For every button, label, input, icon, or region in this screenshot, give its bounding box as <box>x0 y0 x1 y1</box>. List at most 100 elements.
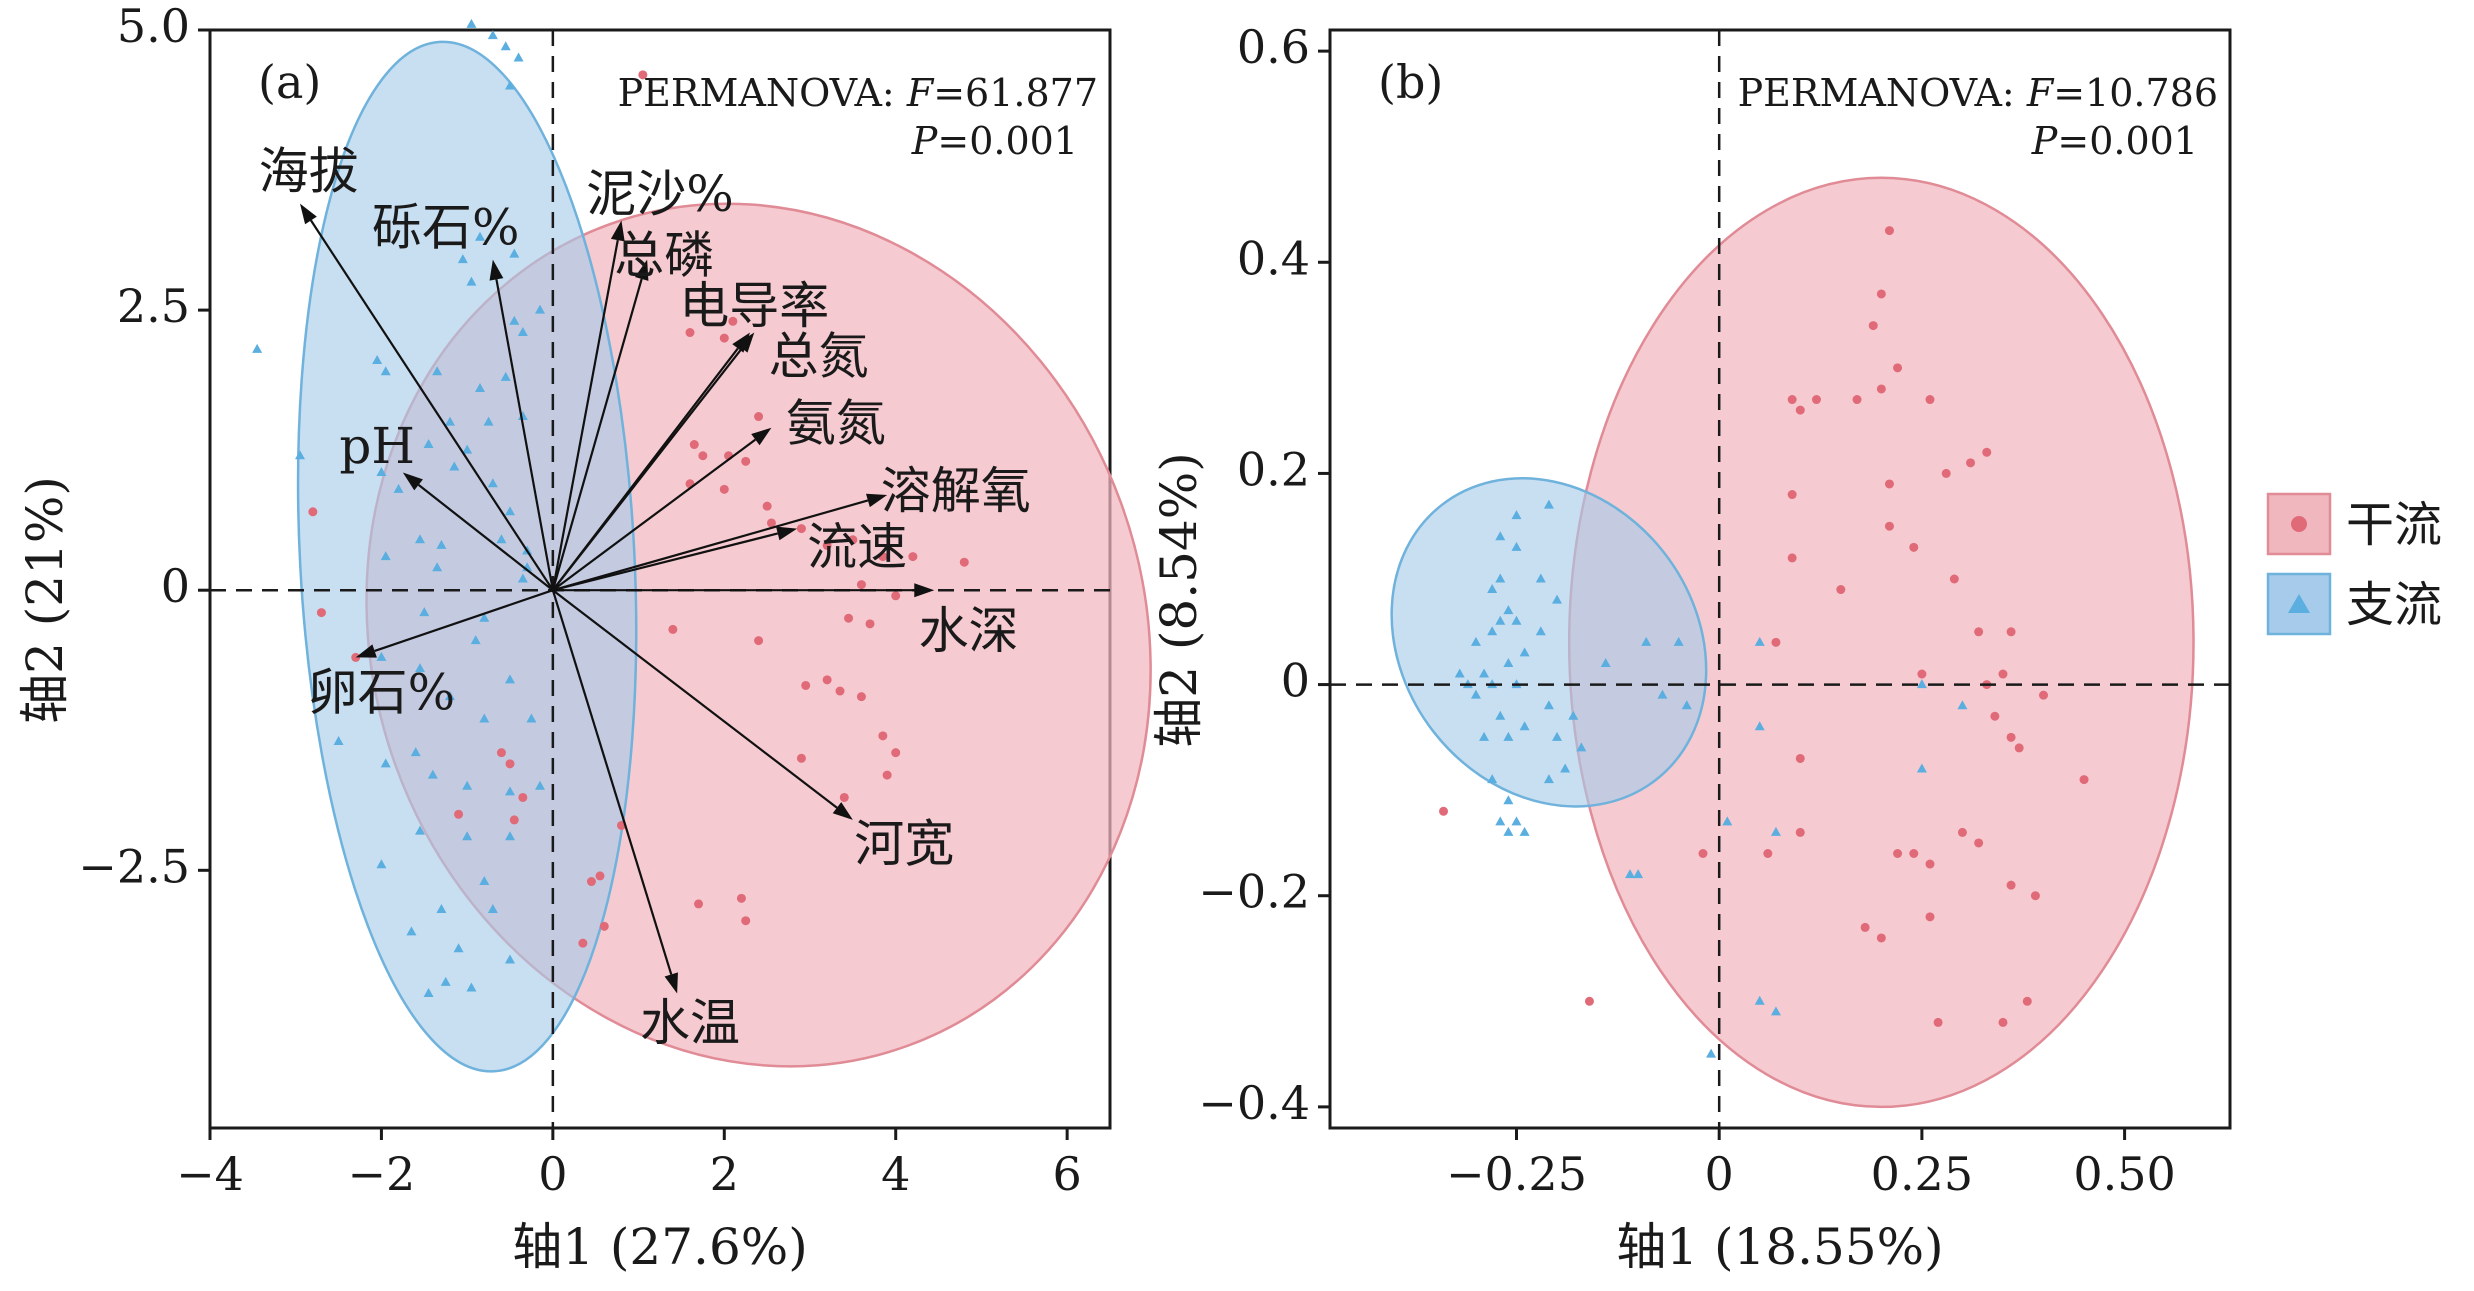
panel-b-point-tributary <box>1479 668 1490 678</box>
panel-a-point-tributary <box>509 248 520 258</box>
panel-b-point-tributary <box>1770 826 1781 836</box>
panel-a-point-tributary <box>513 52 524 62</box>
panel-a-point-tributary <box>393 483 404 493</box>
panel-b-point-tributary <box>1535 626 1546 636</box>
panel-b-frame <box>1328 28 2232 1130</box>
legend-marker-tributary <box>2288 594 2310 613</box>
panel-a-point-mainstream <box>848 535 858 545</box>
panel-b-point-mainstream <box>1795 827 1805 837</box>
panel-a-point-tributary <box>479 713 490 723</box>
panel-a-xtick-label: 2 <box>710 1147 739 1201</box>
panel-b-point-mainstream <box>1982 447 1992 457</box>
panel-a-point-mainstream <box>766 518 776 528</box>
panel-b-point-tributary <box>1470 636 1481 646</box>
panel-a-point-tributary <box>535 780 545 790</box>
panel-a-point-tributary <box>380 758 391 768</box>
panel-a-point-mainstream <box>754 412 764 422</box>
panel-a-point-mainstream <box>865 619 875 629</box>
panel-b-point-tributary <box>1511 510 1522 520</box>
panel-b-xtick-label: −0.25 <box>1446 1147 1587 1201</box>
panel-b-point-mainstream <box>1998 669 2008 679</box>
panel-b-point-tributary <box>1754 721 1765 731</box>
panel-a-vector-arrowhead <box>736 332 755 353</box>
panel-b-point-tributary <box>1495 573 1506 583</box>
panel-a-point-mainstream <box>454 809 464 819</box>
panel-a-point-tributary <box>376 467 387 477</box>
panel-b-ellipses <box>1390 176 2195 1109</box>
panel-a-point-tributary <box>423 988 434 998</box>
panel-a-vector-line <box>552 532 779 592</box>
legend-marker-mainstream <box>2291 516 2307 532</box>
panel-b-point-mainstream <box>1884 479 1894 489</box>
panel-a-vector-line <box>310 219 554 591</box>
panel-a-point-mainstream <box>796 753 806 763</box>
panel-b-point-tributary <box>1495 816 1506 826</box>
panel-a-point-tributary <box>487 478 498 488</box>
panel-b-point-tributary <box>1511 615 1522 625</box>
legend-label-tributary: 支流 <box>2346 577 2442 633</box>
panel-b-p-value: P=0.001 <box>2031 119 2198 163</box>
panel-b-point-mainstream <box>1787 553 1797 563</box>
panel-a-ytick-label: 0 <box>161 559 190 613</box>
panel-a-ylabel: 轴2 (21%) <box>16 476 74 724</box>
panel-a-point-mainstream <box>754 636 764 646</box>
panel-b-permanova: PERMANOVA: F=10.786 <box>1738 71 2218 115</box>
panel-a-point-mainstream <box>496 748 506 758</box>
panel-a-point-tributary <box>415 825 425 835</box>
panel-b-point-tributary <box>1754 636 1765 646</box>
panel-a-point-mainstream <box>908 552 918 562</box>
panel-b-point-tributary <box>1957 700 1968 710</box>
panel-a-point-mainstream <box>586 877 596 887</box>
panel-b-xtick-label: 0.25 <box>1871 1147 1973 1201</box>
panel-b-point-tributary <box>1576 742 1587 752</box>
panel-b-point-tributary <box>1543 700 1554 710</box>
panel-a-point-tributary <box>479 876 490 886</box>
panel-a-vector-label: 电导率 <box>679 277 829 335</box>
panel-a-vector-arrowhead <box>489 259 504 281</box>
panel-a-xtick-label: 6 <box>1053 1147 1082 1201</box>
panel-b-ytick-label: 0.4 <box>1237 231 1310 285</box>
panel-a-vector-label: pH <box>339 417 415 475</box>
panel-b: −0.25 0 0.25 0.50 0.6 0.4 0.2 0 −0.2 −0.4 (b) PER… <box>1150 20 2232 1276</box>
panel-a-vector-label: 水深 <box>919 602 1019 660</box>
panel-a-vector-arrowhead <box>865 493 888 508</box>
panel-a-point-tributary <box>466 276 477 286</box>
panel-a-vector-arrowhead <box>300 203 317 225</box>
panel-a-point-tributary <box>453 943 464 953</box>
panel-b-point-tributary <box>1519 826 1530 836</box>
panel-a-point-mainstream <box>801 680 811 690</box>
panel-b-ticks: −0.25 0 0.25 0.50 0.6 0.4 0.2 0 −0.2 −0.4 <box>1198 20 2176 1201</box>
panel-a-point-tributary <box>483 416 494 426</box>
panel-a-point-tributary <box>436 904 447 914</box>
panel-a-point-tributary <box>380 366 391 376</box>
panel-a-point-tributary <box>376 859 387 869</box>
panel-b-point-mainstream <box>1795 405 1805 415</box>
panel-b-point-mainstream <box>2030 891 2040 901</box>
panel-b-point-mainstream <box>1925 859 1935 869</box>
panel-b-point-mainstream <box>1787 490 1797 500</box>
panel-b-point-mainstream <box>1933 1017 1943 1027</box>
panel-b-point-tributary <box>1600 657 1611 667</box>
panel-b-point-mainstream <box>2014 743 2024 753</box>
panel-a-point-mainstream <box>518 792 528 802</box>
panel-b-ytick-label: 0.6 <box>1237 20 1310 74</box>
panel-a-point-tributary <box>517 327 528 337</box>
panel-a-vector-label: 砾石% <box>372 199 520 257</box>
panel-a-vector-label: 氨氮 <box>786 395 886 453</box>
panel-a-ticks: −4 −2 0 2 4 6 5.0 2.5 0 −2.5 <box>78 0 1081 1201</box>
panel-b-xtick-label: 0.50 <box>2073 1147 2175 1201</box>
panel-b-point-tributary <box>1641 636 1652 646</box>
panel-a-point-tributary <box>449 461 460 471</box>
panel-a-point-mainstream <box>741 456 751 466</box>
panel-b-point-mainstream <box>1998 1017 2008 1027</box>
panel-a-ytick-label: −2.5 <box>78 839 190 893</box>
panel-a-point-mainstream <box>878 731 888 741</box>
panel-b-point-mainstream <box>1876 289 1886 299</box>
panel-b-point-mainstream <box>1852 395 1862 405</box>
panel-b-point-tributary <box>1495 710 1506 720</box>
panel-b-point-tributary <box>1657 689 1668 699</box>
panel-a-vector-label: 溶解氧 <box>881 462 1031 520</box>
panel-b-point-mainstream <box>1811 395 1821 405</box>
panel-a-point-tributary <box>295 450 305 460</box>
